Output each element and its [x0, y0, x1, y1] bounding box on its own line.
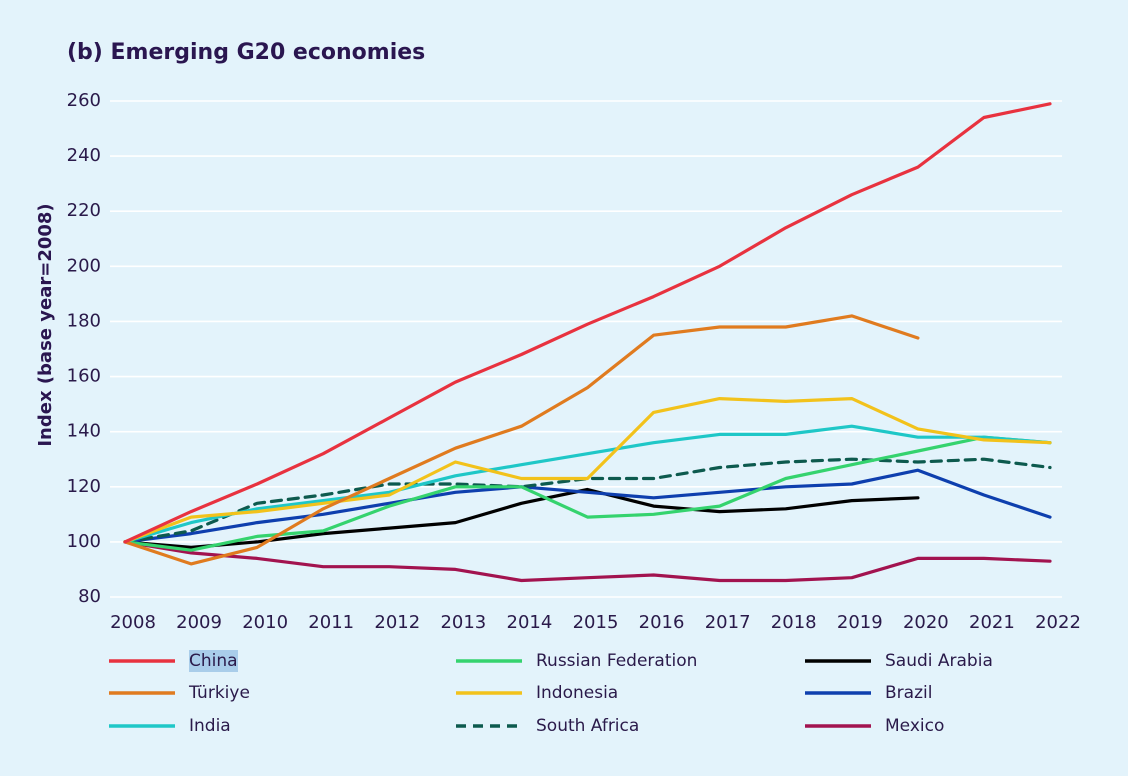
- x-tick-label: 2018: [771, 612, 817, 633]
- legend-item[interactable]: South Africa: [456, 716, 639, 736]
- x-tick-label: 2017: [705, 612, 751, 633]
- x-tick-label: 2022: [1035, 612, 1081, 633]
- chart-title: (b) Emerging G20 economies: [67, 40, 426, 65]
- x-tick-label: 2015: [573, 612, 619, 633]
- legend-label: South Africa: [536, 716, 639, 736]
- x-tick-label: 2020: [903, 612, 949, 633]
- series-line-india: [123, 424, 1052, 544]
- series-line-saudi-arabia: [123, 487, 920, 550]
- legend-item[interactable]: Türkiye: [109, 683, 250, 703]
- y-axis-title: Index (base year=2008): [35, 203, 56, 446]
- y-axis: 80 100 120 140 160 180 200 220 240 260: [67, 90, 101, 607]
- legend-label: Russian Federation: [536, 651, 697, 671]
- legend-item[interactable]: India: [109, 716, 231, 736]
- y-tick-label: 80: [78, 586, 101, 607]
- legend-label: Saudi Arabia: [885, 651, 993, 671]
- gridlines: [110, 100, 1062, 598]
- x-tick-label: 2012: [374, 612, 420, 633]
- legend: China Türkiye India Russian Federation Indon…: [109, 650, 993, 736]
- legend-item[interactable]: Mexico: [805, 716, 944, 736]
- x-tick-label: 2010: [242, 612, 288, 633]
- legend-label: Mexico: [885, 716, 944, 736]
- y-tick-label: 200: [67, 255, 101, 276]
- x-tick-label: 2008: [110, 612, 156, 633]
- series-line-mexico: [123, 540, 1052, 583]
- legend-item[interactable]: Saudi Arabia: [805, 651, 993, 671]
- legend-item[interactable]: China: [109, 650, 238, 672]
- x-tick-label: 2021: [969, 612, 1015, 633]
- legend-label: Indonesia: [536, 683, 618, 703]
- y-tick-label: 140: [67, 421, 101, 442]
- y-tick-label: 180: [67, 310, 101, 331]
- selection-highlight: [189, 650, 238, 672]
- legend-label: Brazil: [885, 683, 932, 703]
- x-tick-label: 2016: [639, 612, 685, 633]
- x-tick-label: 2014: [507, 612, 553, 633]
- y-tick-label: 100: [67, 531, 101, 552]
- series-line-t-rkiye: [123, 314, 920, 566]
- y-tick-label: 160: [67, 366, 101, 387]
- legend-label: Türkiye: [188, 683, 250, 703]
- x-axis: 2008 2009 2010 2011 2012 2013 2014 2015 2016 2017…: [110, 612, 1081, 633]
- series-line-brazil: [123, 468, 1052, 544]
- legend-item[interactable]: Indonesia: [456, 683, 618, 703]
- series-line-indonesia: [123, 397, 1052, 544]
- x-tick-label: 2009: [176, 612, 222, 633]
- x-tick-label: 2019: [837, 612, 883, 633]
- y-tick-label: 220: [67, 200, 101, 221]
- y-tick-label: 260: [67, 90, 101, 111]
- series-line-china: [123, 102, 1052, 544]
- legend-label: India: [189, 716, 231, 736]
- x-tick-label: 2013: [440, 612, 486, 633]
- x-tick-label: 2011: [308, 612, 354, 633]
- legend-item[interactable]: Brazil: [805, 683, 932, 703]
- y-tick-label: 120: [67, 476, 101, 497]
- legend-label: China: [189, 651, 238, 671]
- series-line-south-africa: [123, 457, 1052, 544]
- series-lines: [123, 102, 1052, 583]
- legend-item[interactable]: Russian Federation: [456, 651, 697, 671]
- y-tick-label: 240: [67, 145, 101, 166]
